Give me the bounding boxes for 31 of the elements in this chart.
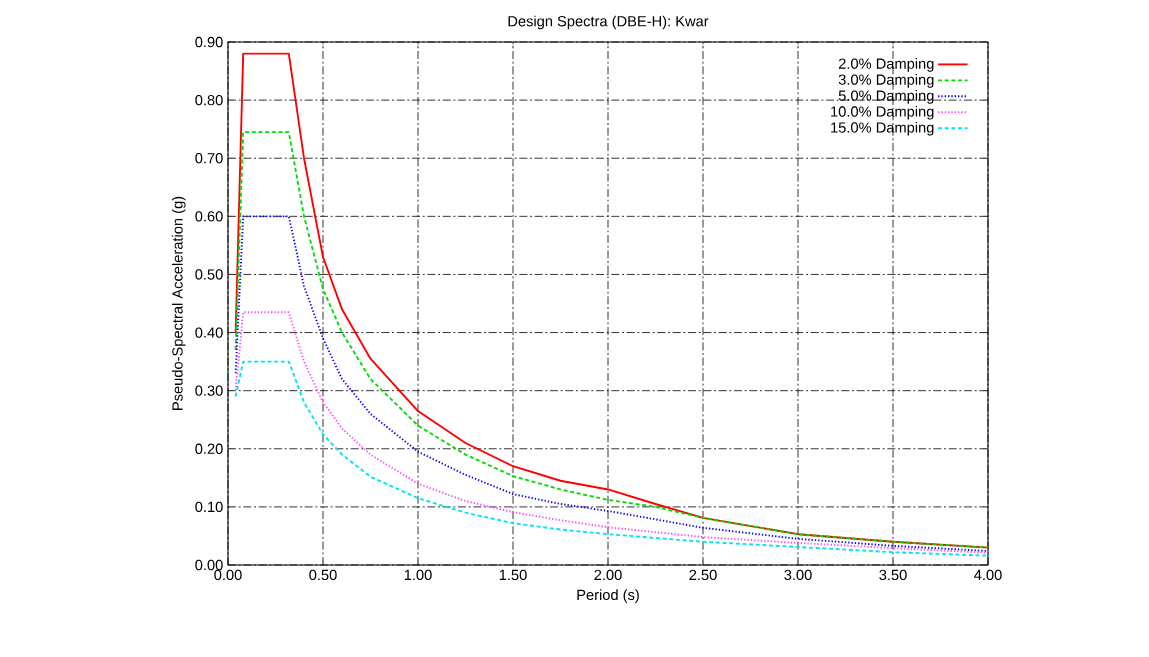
y-tick-label: 0.90 (195, 36, 223, 48)
x-tick-label: 0.00 (214, 569, 242, 581)
legend-label: 15.0% Damping (831, 121, 934, 136)
y-tick-label: 0.30 (195, 385, 223, 396)
x-tick-label: 3.00 (784, 569, 812, 581)
line-series (234, 215, 988, 552)
y-tick-label: 0.20 (195, 443, 223, 454)
x-tick-label: 1.00 (404, 569, 432, 581)
line-series (234, 360, 988, 557)
x-tick-label: 3.50 (879, 569, 907, 581)
x-tick-label: 2.00 (594, 569, 622, 581)
x-tick-label: 1.50 (499, 569, 527, 581)
line-series (234, 311, 988, 554)
x-axis-title: Period (s) (577, 589, 639, 603)
x-tick-label: 0.50 (309, 569, 337, 581)
x-tick-label: 4.00 (974, 569, 1002, 581)
legend-label: 3.0% Damping (838, 74, 934, 88)
y-tick-label: 0.10 (195, 501, 223, 513)
line-series (234, 52, 988, 549)
legend-label: 2.0% Damping (838, 58, 934, 72)
chart-title: Design Spectra (DBE-H): Kwar (508, 15, 709, 30)
y-tick-label: 0.70 (195, 153, 223, 164)
y-tick-label: 0.50 (195, 269, 223, 280)
legend-label: 5.0% Damping (838, 90, 934, 104)
y-tick-label: 0.40 (195, 327, 223, 338)
legend-label: 10.0% Damping (831, 105, 934, 120)
y-axis-title: Pseudo-Spectral Acceleration (g) (171, 196, 186, 410)
y-tick-label: 0.60 (195, 211, 223, 222)
y-tick-label: 0.80 (195, 94, 223, 106)
x-tick-label: 2.50 (689, 569, 717, 581)
y-tick-label: 0.00 (195, 559, 223, 571)
